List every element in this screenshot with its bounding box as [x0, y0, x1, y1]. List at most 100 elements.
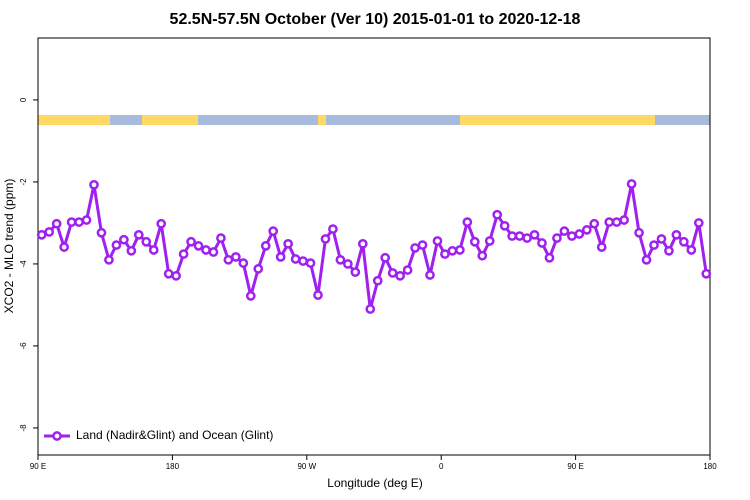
point: [507, 231, 517, 241]
point: [425, 270, 435, 280]
point: [126, 245, 137, 256]
chart-title: 52.5N-57.5N October (Ver 10) 2015-01-01 …: [170, 11, 581, 28]
point: [380, 252, 391, 263]
point: [440, 249, 450, 259]
plot-frame: [37, 37, 711, 456]
point: [111, 240, 122, 250]
x-tick-label: 180: [703, 462, 717, 471]
point: [462, 217, 473, 227]
point: [559, 226, 570, 236]
y-tick-label: -8: [19, 424, 28, 432]
point: [119, 234, 129, 245]
point: [156, 218, 167, 229]
y-axis-label: XCO2 - MLO trend (ppm): [2, 179, 16, 314]
point: [387, 268, 398, 278]
point: [679, 236, 689, 247]
point: [96, 227, 107, 238]
point: [320, 234, 331, 244]
point: [357, 238, 368, 249]
ocean-strip: [198, 115, 318, 125]
point: [581, 225, 592, 235]
point: [693, 218, 704, 228]
point: [171, 270, 181, 281]
point: [619, 215, 629, 225]
point: [626, 179, 637, 189]
point: [656, 234, 667, 244]
point: [104, 254, 114, 265]
point: [499, 220, 510, 231]
point: [447, 245, 458, 256]
point: [74, 217, 84, 227]
point: [492, 209, 503, 220]
point: [44, 227, 55, 237]
point: [343, 259, 353, 269]
point: [66, 217, 77, 227]
point: [238, 258, 249, 268]
point: [567, 231, 577, 241]
point: [313, 290, 323, 300]
point: [81, 215, 92, 225]
point: [417, 240, 428, 250]
point: [537, 238, 547, 248]
point: [455, 245, 465, 255]
point: [365, 304, 376, 314]
point: [589, 218, 600, 229]
point: [305, 258, 316, 268]
x-axis-label: Longitude (deg E): [327, 476, 422, 490]
point: [544, 252, 555, 263]
point: [350, 267, 361, 277]
point: [529, 229, 540, 240]
point: [469, 236, 480, 247]
point: [141, 236, 152, 247]
point: [36, 229, 47, 240]
x-tick-label: 0: [439, 462, 444, 471]
y-tick-label: -2: [19, 178, 28, 186]
point: [223, 254, 234, 265]
point: [148, 245, 159, 255]
point: [671, 229, 682, 240]
point: [216, 233, 226, 243]
point: [298, 256, 308, 266]
point: [193, 241, 204, 251]
point: [402, 265, 413, 275]
point: [596, 242, 607, 252]
y-tick-label: -6: [19, 342, 28, 350]
x-tick-label: 90 E: [567, 462, 583, 471]
point: [253, 263, 264, 274]
ocean-strip: [110, 115, 142, 125]
point: [484, 236, 495, 246]
point: [245, 291, 256, 301]
x-tick-label: 180: [166, 462, 180, 471]
point: [268, 226, 279, 236]
point: [477, 250, 488, 261]
point: [290, 254, 301, 264]
legend-label: Land (Nadir&Glint) and Ocean (Glint): [76, 428, 273, 442]
point: [89, 179, 99, 190]
point: [432, 236, 443, 246]
point: [522, 233, 532, 243]
point: [283, 238, 293, 249]
ocean-strip: [326, 115, 460, 125]
x-tick-label: 90 W: [297, 462, 316, 471]
point: [664, 245, 674, 256]
point: [686, 245, 697, 255]
point: [395, 270, 405, 281]
point: [133, 229, 144, 240]
point: [231, 252, 241, 262]
point: [634, 227, 644, 238]
point: [574, 229, 585, 239]
point: [260, 241, 271, 251]
point: [51, 218, 62, 229]
point: [328, 224, 338, 234]
point: [163, 268, 174, 279]
point: [201, 245, 211, 255]
point: [514, 231, 525, 241]
point: [611, 217, 622, 227]
point: [208, 247, 219, 257]
point: [178, 249, 189, 259]
point: [649, 240, 659, 250]
point: [186, 236, 196, 247]
y-tick-label: 0: [19, 97, 28, 102]
